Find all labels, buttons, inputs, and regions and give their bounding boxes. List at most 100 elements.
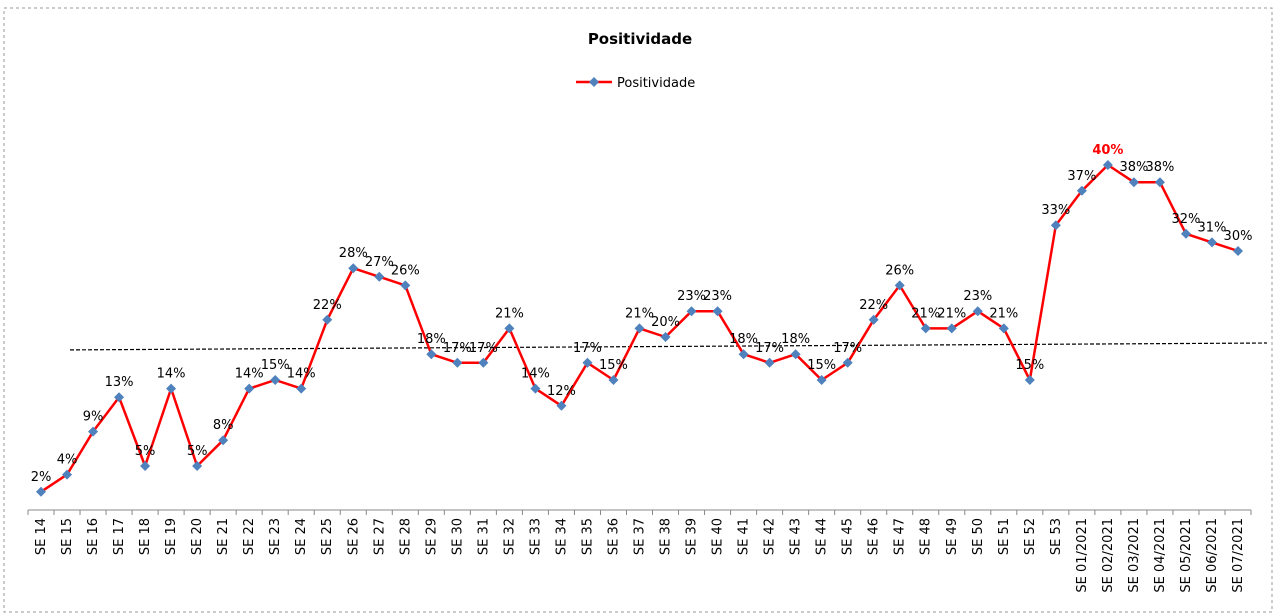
legend-marker [589, 77, 599, 87]
x-tick-label: SE 01/2021 [1075, 518, 1090, 593]
point-marker [452, 357, 463, 368]
point-marker [582, 357, 593, 368]
point-marker [686, 306, 697, 317]
point-marker [114, 392, 125, 403]
point-marker [348, 263, 359, 274]
data-label: 8% [213, 418, 234, 433]
legend-label: Positividade [617, 76, 695, 91]
data-label: 38% [1119, 160, 1148, 175]
point-marker [270, 375, 281, 385]
x-tick-label: SE 14 [34, 518, 49, 555]
data-label: 38% [1145, 160, 1174, 175]
x-tick-label: SE 07/2021 [1231, 518, 1246, 593]
data-label: 15% [599, 358, 628, 373]
point-marker [738, 349, 749, 360]
data-label: 18% [417, 332, 446, 347]
trend-line [69, 342, 1268, 351]
data-label: 22% [313, 298, 342, 313]
data-label: 14% [521, 367, 550, 382]
x-tick-label: SE 17 [112, 518, 127, 555]
data-label: 15% [1015, 358, 1044, 373]
data-label: 13% [105, 375, 134, 390]
x-tick-label: SE 18 [138, 518, 153, 555]
data-label: 33% [1041, 203, 1070, 218]
x-tick-label: SE 35 [580, 518, 595, 555]
data-label: 5% [187, 444, 208, 459]
x-tick-label: SE 24 [294, 518, 309, 555]
point-marker [166, 383, 177, 394]
x-tick-label: SE 36 [606, 518, 621, 555]
x-tick-label: SE 43 [789, 518, 804, 555]
point-marker [894, 280, 905, 291]
point-marker [816, 375, 827, 385]
point-marker [1206, 237, 1217, 248]
point-marker [140, 461, 151, 471]
data-label: 15% [261, 358, 290, 373]
x-tick-label: SE 38 [659, 518, 674, 555]
x-tick-label: SE 20 [190, 518, 205, 555]
chart-border [3, 7, 1273, 613]
point-marker [530, 383, 541, 394]
x-tick-label: SE 27 [372, 518, 387, 555]
data-label: 17% [755, 341, 784, 356]
x-tick-label: SE 15 [60, 518, 75, 555]
data-label: 21% [625, 306, 654, 321]
x-tick-label: SE 06/2021 [1205, 518, 1220, 593]
x-tick-label: SE 53 [1049, 518, 1064, 555]
data-label: 12% [547, 384, 576, 399]
point-marker [36, 486, 46, 497]
point-marker [426, 349, 437, 360]
data-label: 23% [677, 289, 706, 304]
point-marker [62, 469, 73, 480]
x-tick-label: SE 49 [945, 518, 960, 555]
data-label: 5% [135, 444, 156, 459]
data-label: 14% [157, 367, 186, 382]
point-marker [1180, 228, 1191, 239]
data-label: 23% [963, 289, 992, 304]
data-label: 26% [391, 263, 420, 278]
data-label: 26% [885, 263, 914, 278]
data-label: 4% [57, 453, 78, 468]
point-marker [374, 271, 385, 282]
x-tick-label: SE 40 [711, 518, 726, 555]
data-label: 18% [729, 332, 758, 347]
point-marker [504, 323, 515, 334]
x-tick-label: SE 41 [737, 518, 752, 555]
point-marker [192, 461, 203, 471]
point-marker [296, 383, 307, 394]
data-label: 14% [235, 367, 264, 382]
x-tick-label: SE 30 [450, 518, 465, 555]
data-label: 17% [443, 341, 472, 356]
point-marker [1233, 246, 1243, 256]
x-tick-label: SE 28 [398, 518, 413, 555]
data-label: 28% [339, 246, 368, 261]
data-label: 40% [1092, 143, 1123, 158]
chart-title: Positividade [588, 30, 692, 48]
data-label: 22% [859, 298, 888, 313]
point-marker [218, 435, 229, 446]
x-tick-label: SE 23 [268, 518, 283, 555]
point-marker [868, 314, 879, 325]
data-label: 30% [1224, 229, 1253, 244]
x-tick-label: SE 05/2021 [1179, 518, 1194, 593]
data-label: 18% [781, 332, 810, 347]
point-marker [88, 426, 99, 437]
point-marker [1050, 220, 1061, 231]
point-marker [1076, 185, 1087, 196]
x-tick-label: SE 03/2021 [1127, 518, 1142, 593]
x-tick-label: SE 50 [971, 518, 986, 555]
x-tick-label: SE 25 [320, 518, 335, 555]
x-tick-label: SE 22 [242, 518, 257, 555]
point-marker [634, 323, 645, 334]
x-tick-label: SE 04/2021 [1153, 518, 1168, 593]
data-label: 21% [911, 306, 940, 321]
point-marker [790, 349, 801, 360]
point-marker [478, 357, 489, 368]
point-marker [946, 323, 957, 334]
x-tick-label: SE 51 [997, 518, 1012, 555]
point-marker [920, 323, 931, 334]
x-tick-label: SE 16 [86, 518, 101, 555]
data-label: 23% [703, 289, 732, 304]
